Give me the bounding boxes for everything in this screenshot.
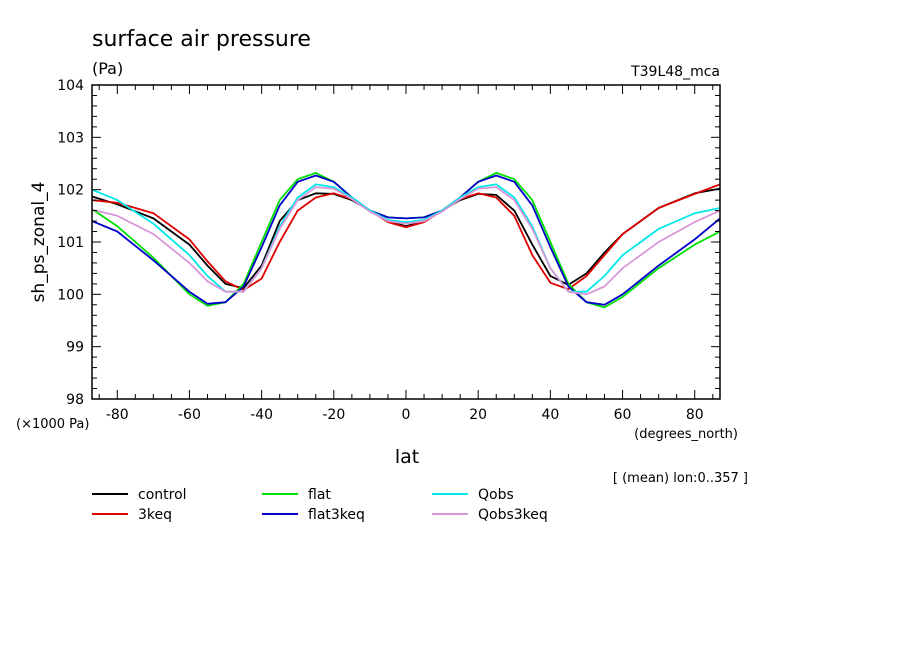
y-tick-label: 100: [57, 287, 84, 303]
x-tick-label: 80: [686, 407, 704, 423]
x-tick-label: 0: [402, 407, 411, 423]
y-tick-labels: 98 99 100 101 102 103 104: [57, 78, 84, 408]
y-tick-label: 101: [57, 235, 84, 251]
x-units-label: (degrees_north): [634, 427, 738, 442]
x-tick-label: 60: [614, 407, 632, 423]
plot-area: [91, 84, 721, 400]
experiment-label: T39L48_mca: [630, 64, 720, 80]
series-line-flat3keq: [91, 174, 721, 306]
chart-title: surface air pressure: [92, 27, 311, 52]
legend-label-control: control: [138, 487, 187, 503]
legend: control flat Qobs3keq flat3keq Qobs3keq: [92, 487, 548, 523]
legend-label-qobs: Qobs: [478, 487, 514, 503]
series-line-qobs3keq: [91, 186, 721, 296]
y-axis-label: sh_ps_zonal_4: [29, 182, 49, 303]
y-tick-label: 104: [57, 78, 84, 94]
y-tick-label: 103: [57, 130, 84, 146]
legend-label-3keq: 3keq: [138, 507, 172, 523]
x-axis-label: lat: [395, 446, 419, 468]
x-tick-label: 40: [541, 407, 559, 423]
y-scale-note: (×1000 Pa): [16, 417, 89, 432]
y-tick-label: 102: [57, 183, 84, 199]
chart-units: (Pa): [92, 59, 123, 78]
series-line-control: [91, 187, 721, 290]
x-tick-label: -40: [250, 407, 273, 423]
mean-note: [ (mean) lon:0..357 ]: [613, 471, 748, 486]
x-tick-label: -60: [178, 407, 201, 423]
legend-label-flat: flat: [308, 487, 331, 503]
series-line-3keq: [91, 183, 721, 292]
series-line-flat: [91, 171, 721, 309]
y-tick-label: 98: [66, 392, 84, 408]
legend-label-flat3keq: flat3keq: [308, 507, 365, 523]
axis-ticks: [92, 84, 720, 400]
x-tick-label: -80: [106, 407, 129, 423]
y-tick-label: 99: [66, 340, 84, 356]
x-tick-label: 20: [469, 407, 487, 423]
legend-label-qobs3keq: Qobs3keq: [478, 507, 548, 523]
x-tick-label: -20: [322, 407, 345, 423]
x-tick-labels: -80 -60 -40 -20 0 20 40 60 80: [106, 407, 704, 423]
series-lines: [91, 171, 721, 309]
